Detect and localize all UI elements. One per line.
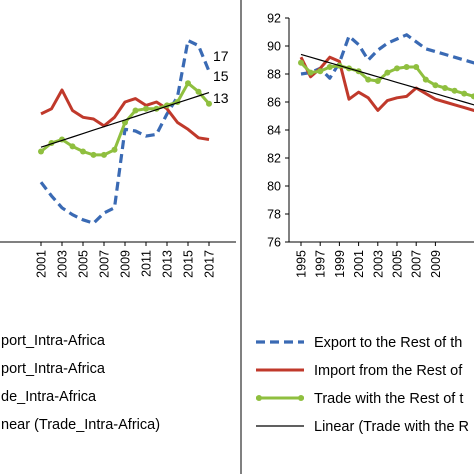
left-legend-label-linear-trade-intra-africa: near (Trade_Intra-Africa) [1, 417, 160, 433]
right-point-trade-with-the-rest-of-the-world-10 [394, 65, 400, 72]
left-end-label-13: 13 [213, 90, 229, 106]
right-point-trade-with-the-rest-of-the-world-16 [451, 87, 458, 94]
left-point-trade-intra-africa-9 [132, 107, 139, 114]
left-legend-label-trade-intra-africa: de_Intra-Africa [1, 389, 97, 405]
right-x-tick-label-2007: 2007 [410, 250, 424, 278]
left-end-labels: 17 15 13 [213, 48, 229, 106]
left-legend-label-import-intra-africa: port_Intra-Africa [1, 361, 106, 377]
right-legend-label-trade-with-the-rest-of-the-world: Trade with the Rest of t [314, 391, 463, 407]
right-legend-marker-start [256, 395, 262, 401]
right-point-trade-with-the-rest-of-the-world-2 [317, 68, 324, 75]
right-point-trade-with-the-rest-of-the-world-3 [326, 64, 333, 70]
left-chart-panel: 2001 2003 2005 2007 2009 2011 2013 2015 2017 171… [0, 38, 236, 433]
right-legend-label-export-to-the-rest-of-the-world: Export to the Rest of th [314, 335, 462, 351]
right-point-trade-with-the-rest-of-the-world-1 [307, 69, 314, 76]
left-series-import-intra-africa [40, 88, 210, 141]
right-x-tick-label-2003: 2003 [371, 250, 385, 278]
right-legend-label-linear-trade-with-the-rest-of-the-world: Linear (Trade with the R [314, 419, 469, 435]
right-point-trade-with-the-rest-of-the-world-11 [403, 64, 410, 70]
right-point-trade-with-the-rest-of-the-world-17 [461, 90, 468, 97]
right-point-trade-with-the-rest-of-the-world-13 [422, 76, 429, 83]
right-series-linear-trade-with-the-rest-of-the-world [300, 53, 474, 106]
left-x-axis-ticks: 2001 2003 2005 2007 2009 2011 2013 2015 2017 [35, 242, 217, 278]
right-point-trade-with-the-rest-of-the-world-15 [442, 85, 448, 91]
right-point-trade-with-the-rest-of-the-world-8 [374, 78, 381, 84]
right-series-import-from-the-rest-of-the-world [299, 55, 474, 113]
left-point-trade-intra-africa-10 [143, 105, 149, 112]
left-point-trade-intra-africa-16 [206, 100, 212, 107]
right-x-tick-label-2005: 2005 [391, 250, 405, 278]
right-x-tick-label-1997: 1997 [314, 250, 328, 278]
right-x-tick-label-2001: 2001 [352, 250, 366, 278]
left-legend-label-export-intra-africa: port_Intra-Africa [1, 333, 106, 349]
right-point-trade-with-the-rest-of-the-world-9 [384, 69, 391, 76]
left-x-tick-label-2017: 2017 [203, 250, 217, 278]
left-x-tick-label-2011: 2011 [140, 250, 154, 277]
left-point-trade-intra-africa-6 [101, 151, 107, 158]
left-series-linear-trade-intra-africa [40, 92, 210, 148]
right-x-axis-ticks: 1995 1997 1999 2001 2003 2005 2007 2009 [295, 242, 443, 278]
y-tick-label-80: 80 [267, 180, 281, 194]
left-point-trade-intra-africa-0 [38, 148, 44, 155]
left-x-tick-label-2009: 2009 [119, 250, 133, 278]
left-series-export-intra-africa [39, 38, 211, 225]
right-legend: Export to the Rest of th Import from the … [256, 335, 469, 435]
left-plot-area [0, 38, 236, 243]
y-tick-label-86: 86 [267, 96, 281, 110]
left-end-label-17: 17 [213, 48, 229, 64]
left-legend: port_Intra-Africa port_Intra-Africa de_Int… [1, 333, 160, 433]
right-point-trade-with-the-rest-of-the-world-12 [413, 64, 420, 70]
right-point-trade-with-the-rest-of-the-world-0 [298, 59, 304, 66]
left-point-trade-intra-africa-5 [90, 151, 97, 158]
right-y-axis-ticks: 76 78 80 82 84 86 88 90 92 [267, 12, 289, 250]
right-point-trade-with-the-rest-of-the-world-7 [365, 76, 372, 83]
right-legend-marker-end [298, 395, 304, 401]
left-point-trade-intra-africa-3 [69, 143, 76, 150]
right-x-tick-label-1995: 1995 [295, 250, 309, 278]
left-point-trade-intra-africa-7 [111, 146, 118, 153]
right-x-tick-label-1999: 1999 [333, 250, 347, 278]
right-point-trade-with-the-rest-of-the-world-14 [432, 82, 439, 89]
y-tick-label-82: 82 [267, 152, 281, 166]
y-tick-label-84: 84 [267, 124, 281, 138]
right-point-trade-with-the-rest-of-the-world-18 [470, 93, 474, 100]
y-tick-label-88: 88 [267, 68, 281, 82]
right-legend-label-import-from-the-rest-of-the-world: Import from the Rest of [314, 363, 463, 379]
left-x-tick-label-2013: 2013 [161, 250, 175, 278]
right-x-tick-label-2009: 2009 [429, 250, 443, 278]
left-x-tick-label-2007: 2007 [98, 250, 112, 278]
y-tick-label-78: 78 [267, 208, 281, 222]
left-x-tick-label-2015: 2015 [182, 250, 196, 278]
right-chart-panel: 76 78 80 82 84 86 88 90 92 1995 1997 1999 2001 2003 2… [256, 12, 474, 435]
left-end-label-15: 15 [213, 68, 229, 84]
right-series-export-to-the-rest-of-the-world [300, 33, 474, 80]
left-x-tick-label-2005: 2005 [77, 250, 91, 278]
left-x-tick-label-2001: 2001 [35, 250, 49, 278]
y-tick-label-92: 92 [267, 12, 281, 26]
left-x-tick-label-2003: 2003 [56, 250, 70, 278]
left-point-trade-intra-africa-14 [185, 80, 191, 87]
y-tick-label-90: 90 [267, 40, 281, 54]
y-tick-label-76: 76 [267, 236, 281, 250]
left-point-trade-intra-africa-15 [195, 88, 202, 95]
right-plot-area [288, 18, 474, 243]
left-point-trade-intra-africa-4 [80, 148, 86, 155]
